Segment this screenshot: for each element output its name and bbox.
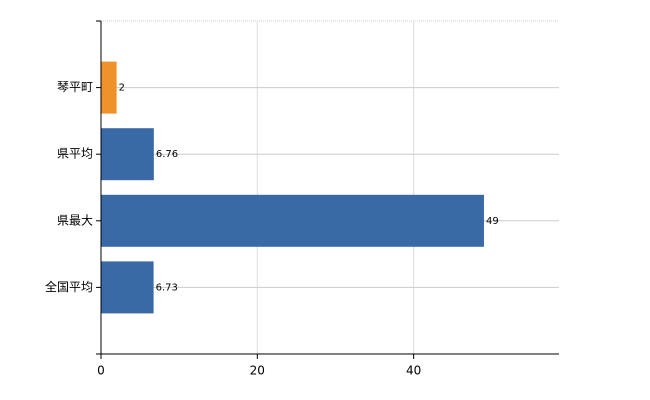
value-label: 2	[119, 83, 125, 94]
x-tick-label: 40	[406, 364, 421, 378]
value-label: 6.76	[156, 149, 178, 160]
bar	[101, 194, 484, 247]
y-tick-label: 県最大	[57, 213, 93, 227]
value-label: 49	[486, 216, 499, 227]
value-label: 6.73	[156, 282, 178, 293]
y-tick-label: 県平均	[57, 147, 93, 161]
bar	[101, 261, 154, 314]
x-tick-label: 20	[250, 364, 265, 378]
bar	[101, 61, 117, 114]
y-tick-label: 全国平均	[45, 279, 93, 294]
y-tick-label: 琴平町	[57, 80, 93, 94]
x-tick-label: 0	[97, 364, 105, 378]
bar	[101, 128, 154, 181]
